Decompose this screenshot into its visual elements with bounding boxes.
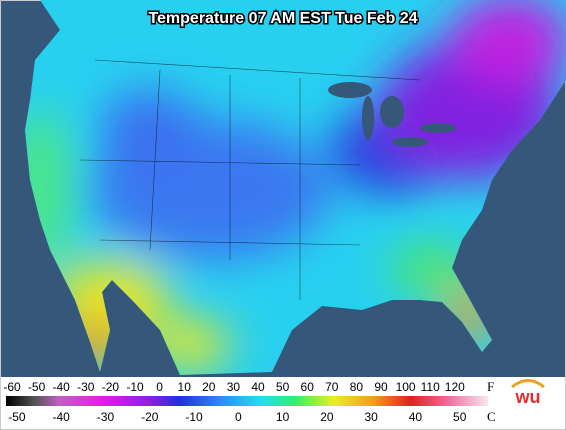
fahrenheit-label: -20 xyxy=(102,380,120,394)
logo-text: wu xyxy=(515,387,541,407)
fahrenheit-label: 50 xyxy=(276,380,290,394)
color-scale xyxy=(6,396,488,406)
celsius-label: 20 xyxy=(320,410,334,424)
celsius-label: 30 xyxy=(364,410,378,424)
fahrenheit-label: -30 xyxy=(77,380,95,394)
fahrenheit-label: -60 xyxy=(3,380,21,394)
fahrenheit-label: -50 xyxy=(28,380,46,394)
celsius-label: 10 xyxy=(276,410,290,424)
fahrenheit-label: 90 xyxy=(374,380,388,394)
fahrenheit-label: -10 xyxy=(126,380,144,394)
celsius-label: -30 xyxy=(97,410,115,424)
fahrenheit-label: 30 xyxy=(227,380,241,394)
legend: -60 -50 -40 -30 -20 -10 0 10 20 30 40 50 60 70 80 90 100… xyxy=(3,379,495,424)
land xyxy=(25,0,566,375)
fahrenheit-label: 120 xyxy=(445,380,465,394)
fahrenheit-label: 0 xyxy=(156,380,163,394)
fahrenheit-label: 70 xyxy=(325,380,339,394)
celsius-label: -40 xyxy=(53,410,71,424)
logo: wu xyxy=(511,379,545,407)
celsius-unit: C xyxy=(487,409,496,424)
celsius-label: -50 xyxy=(8,410,26,424)
fahrenheit-label: 60 xyxy=(301,380,315,394)
celsius-label: -20 xyxy=(141,410,159,424)
fahrenheit-label: 100 xyxy=(396,380,416,394)
celsius-label: -10 xyxy=(185,410,203,424)
map-title: Temperature 07 AM EST Tue Feb 24 xyxy=(148,10,417,27)
fahrenheit-unit: F xyxy=(487,379,494,394)
celsius-label: 50 xyxy=(453,410,467,424)
fahrenheit-label: 80 xyxy=(350,380,364,394)
celsius-label: 40 xyxy=(409,410,423,424)
fahrenheit-label: 20 xyxy=(202,380,216,394)
fahrenheit-label: -40 xyxy=(53,380,71,394)
fahrenheit-label: 10 xyxy=(178,380,192,394)
fahrenheit-label: 110 xyxy=(421,380,440,394)
fahrenheit-label: 40 xyxy=(251,380,265,394)
celsius-label: 0 xyxy=(235,410,242,424)
